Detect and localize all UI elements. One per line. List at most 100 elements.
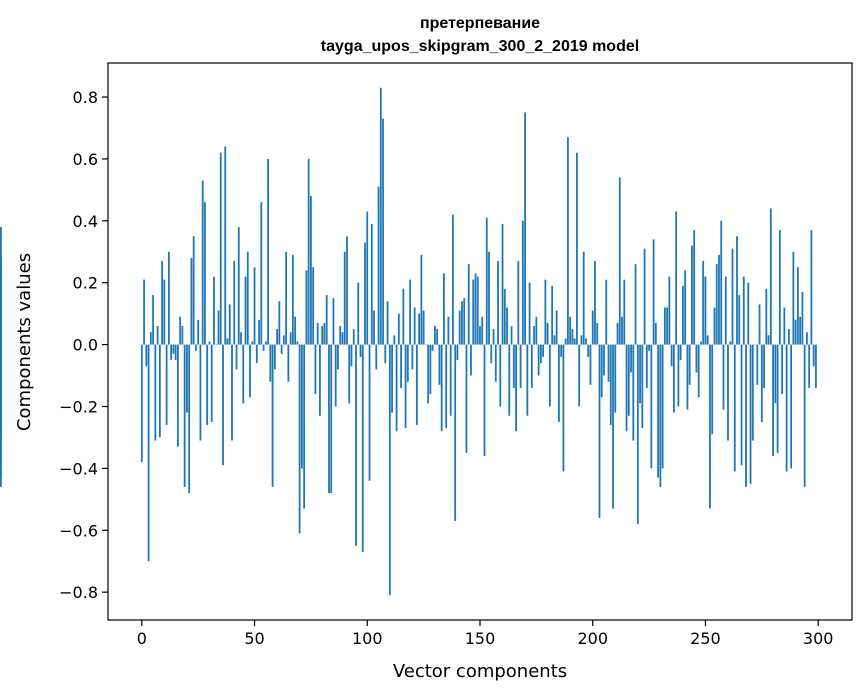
bar [321, 326, 324, 345]
bar [657, 344, 660, 478]
bar [530, 344, 533, 388]
bar [794, 319, 797, 345]
bar [691, 245, 693, 345]
bar [249, 344, 251, 398]
bar [648, 344, 650, 351]
bar [806, 332, 808, 345]
bar [733, 344, 736, 472]
bar [352, 329, 355, 345]
bar [776, 344, 779, 453]
bar [409, 279, 412, 345]
bar [618, 177, 621, 345]
bar [210, 344, 213, 422]
bar [366, 211, 369, 345]
bar [172, 344, 175, 354]
bar [0, 344, 2, 475]
bar [237, 227, 240, 345]
bar [490, 344, 493, 364]
bar [397, 313, 400, 345]
bar [443, 273, 445, 345]
bar [706, 335, 709, 345]
bar [176, 344, 179, 447]
bar [603, 344, 605, 376]
bar [682, 285, 684, 345]
bar [697, 344, 700, 398]
bar [215, 344, 218, 346]
bar [188, 344, 191, 494]
bar [350, 344, 353, 367]
bar [787, 329, 790, 345]
bar [553, 335, 556, 345]
bar [404, 344, 407, 429]
bar [506, 307, 508, 345]
bar [461, 301, 463, 345]
bar [812, 344, 815, 367]
bar [235, 344, 238, 370]
bar [731, 248, 734, 345]
bar [267, 158, 269, 345]
bar [339, 326, 342, 345]
bar [420, 254, 423, 345]
bar [546, 322, 549, 345]
bar [727, 344, 729, 441]
bar [411, 344, 414, 370]
bar [158, 344, 161, 438]
bar [271, 344, 274, 487]
bar [551, 285, 554, 345]
bar [276, 329, 278, 345]
bar [280, 344, 283, 354]
bar [303, 344, 306, 509]
bar [625, 344, 628, 432]
bar [244, 276, 247, 345]
bar [765, 288, 768, 345]
bar [754, 344, 756, 346]
bar [778, 230, 781, 345]
bar [154, 344, 157, 441]
bar [143, 279, 145, 345]
bar [605, 279, 608, 345]
bar [422, 310, 425, 345]
bar [325, 295, 328, 345]
bar [573, 338, 576, 345]
bar [508, 344, 511, 416]
bar [161, 261, 164, 345]
bar [222, 344, 224, 466]
bar [167, 251, 170, 345]
bar [217, 310, 220, 345]
y-tick-label: 0.8 [73, 88, 98, 107]
bar [305, 270, 308, 345]
bar [612, 344, 614, 509]
bar [801, 291, 804, 345]
bars-group [0, 87, 817, 596]
bar [659, 344, 662, 487]
bar [616, 322, 619, 345]
bar [672, 344, 675, 413]
bar [192, 236, 195, 345]
chart-subtitle: tayga_upos_skipgram_300_2_2019 model [321, 38, 639, 55]
bar [803, 344, 806, 487]
x-tick-label: 300 [803, 629, 834, 648]
bar [332, 298, 335, 345]
bar [183, 344, 186, 487]
bar [479, 326, 481, 345]
bar [240, 332, 242, 345]
bar [623, 279, 626, 345]
bar [368, 344, 371, 481]
bar [632, 344, 635, 441]
bar [255, 344, 258, 364]
bar [582, 251, 585, 345]
bar [533, 326, 536, 345]
bar [413, 307, 416, 345]
bar [179, 316, 182, 345]
bar [607, 344, 610, 382]
bar [334, 344, 337, 407]
bar [718, 254, 720, 345]
y-tick-label: −0.8 [59, 583, 98, 602]
bar [388, 344, 391, 596]
bar [298, 344, 301, 534]
bar [709, 344, 711, 509]
bar [262, 344, 265, 351]
bar [452, 214, 454, 345]
bar [472, 279, 475, 345]
